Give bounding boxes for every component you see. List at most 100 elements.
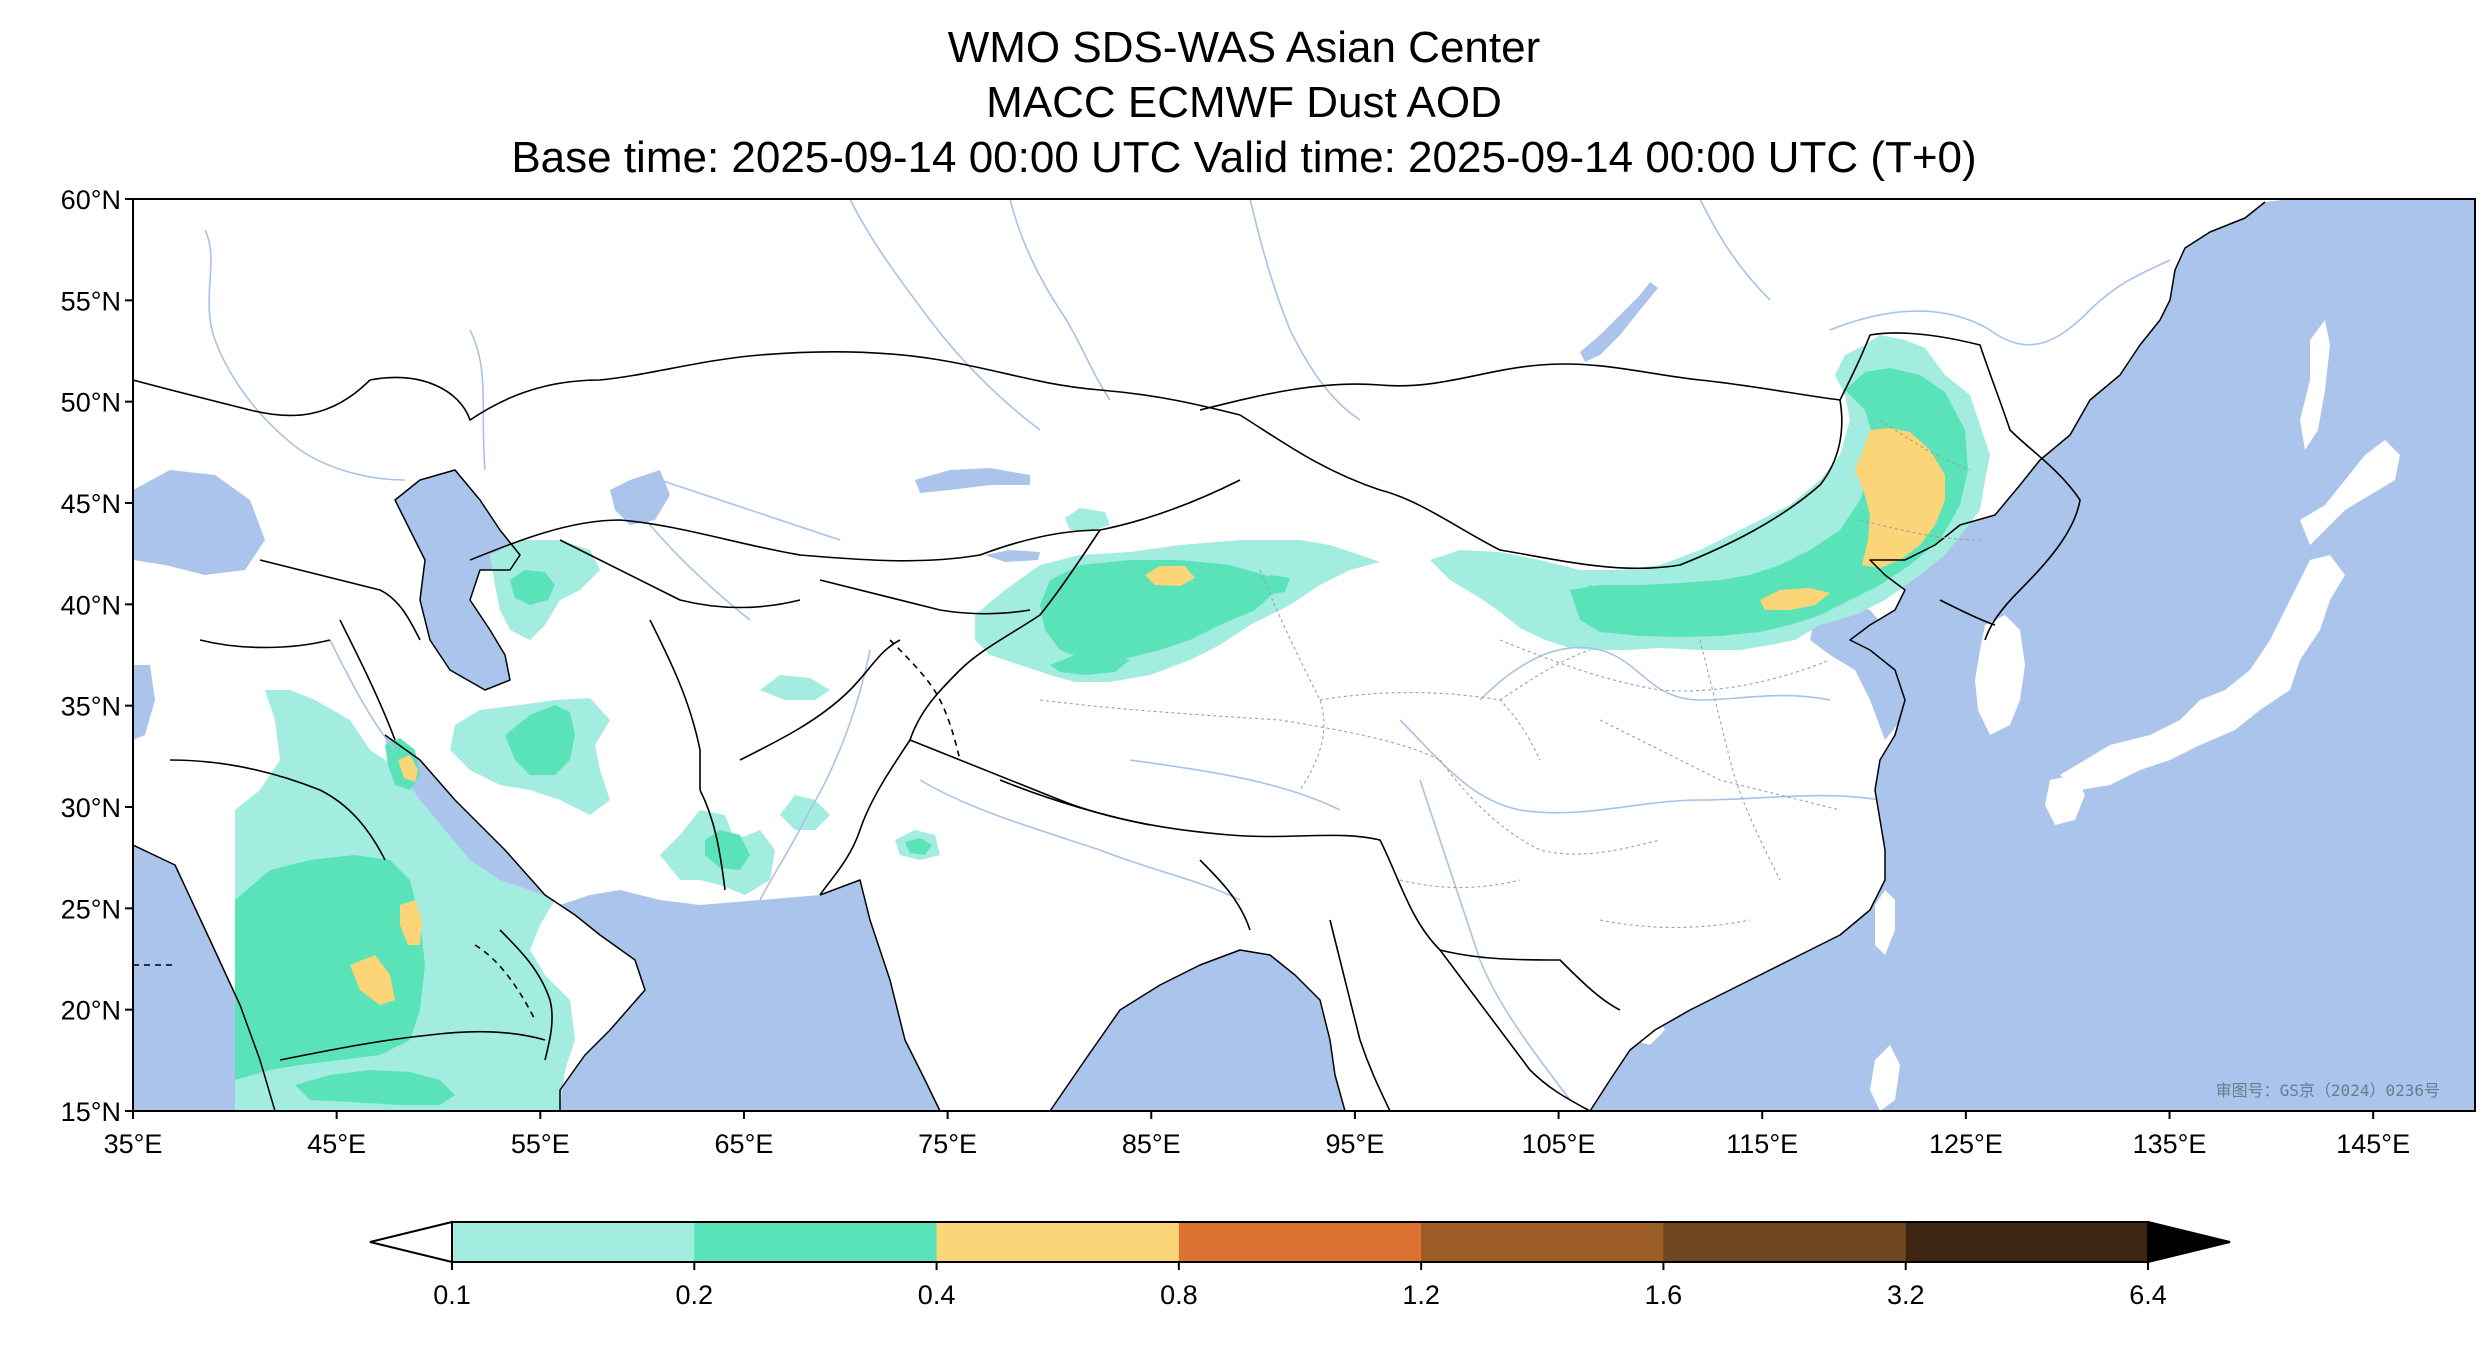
border-caucasus (259, 559, 421, 641)
river-nile (149, 899, 176, 1051)
country-borders (133, 332, 2081, 1111)
disputed-border-kashmir (889, 639, 961, 761)
philippines-luzon (1870, 1045, 1900, 1111)
colorbar-tick-label: 0.4 (918, 1280, 956, 1310)
border-laos-vietnam (1439, 949, 1591, 1111)
border-india-nepal (999, 779, 1151, 826)
dust-level-1-thar (780, 795, 830, 830)
aral-sea (610, 470, 670, 525)
dust-level-2-pakistan (705, 830, 750, 870)
disputed-borders (133, 639, 961, 1021)
title-line-2: MACC ECMWF Dust AOD (986, 78, 1502, 127)
x-tick-label: 125°E (1929, 1129, 2003, 1159)
border-turkey-syria (199, 639, 331, 649)
border-iran-afghanistan (649, 619, 701, 790)
river-indus (759, 649, 871, 901)
river-tigris (329, 639, 396, 751)
x-tick-label: 115°E (1726, 1129, 1798, 1159)
sea-of-japan (2020, 510, 2170, 680)
dust-level-3 (350, 428, 1945, 1005)
border-uzbekistan (559, 539, 801, 609)
colorbar-segment (1905, 1222, 2149, 1262)
coast-caspian (394, 469, 521, 691)
x-tick-label: 45°E (307, 1129, 366, 1159)
river-amur (1829, 259, 2171, 346)
x-tick-label: 55°E (511, 1129, 570, 1159)
map-frame (132, 198, 2476, 1112)
province-border-guangdong (1599, 919, 1751, 929)
coast-east-asia (1589, 201, 2266, 1111)
japan-honshu (2060, 555, 2345, 790)
border-myanmar-thailand (1329, 919, 1391, 1111)
japan-kyushu (2045, 775, 2085, 825)
colorbar: 0.1 0.2 0.4 0.8 1.2 1.6 3.2 6.4 (369, 1220, 2231, 1310)
x-tick-label: 75°E (918, 1129, 977, 1159)
coast-red-sea (133, 844, 276, 1111)
disputed-border-saudi-oman (474, 944, 536, 1021)
longitude-axis: 35°E 45°E 55°E 65°E 75°E 85°E 95°E 105°E 115°E 12… (104, 1111, 2410, 1159)
y-tick-label: 15°N (61, 1097, 121, 1127)
y-tick-label: 25°N (61, 894, 121, 924)
y-tick-label: 45°N (61, 489, 121, 519)
dust-level-2-taklamakan-east (1250, 575, 1290, 595)
dust-level-3-arabia-south (350, 955, 395, 1005)
province-border-yunnan (1399, 879, 1521, 889)
border-kazakhstan-south (469, 479, 1241, 562)
dust-level-2-arabia-south (295, 1070, 455, 1105)
colorbar-segment (1663, 1222, 1907, 1262)
korea (1975, 615, 2025, 735)
x-tick-label: 35°E (104, 1129, 163, 1159)
border-mongolia-china (1239, 399, 1843, 570)
title-line-1: WMO SDS-WAS Asian Center (947, 23, 1541, 72)
dust-level-3-arabia (400, 900, 422, 945)
y-tick-label: 60°N (61, 185, 121, 215)
dust-level-3-taklamakan (1145, 566, 1195, 586)
dust-level-3-gobi (1760, 588, 1830, 610)
river-mekong (1419, 779, 1571, 1101)
river-syr-darya (659, 479, 841, 541)
dust-level-3-iraq (398, 755, 418, 782)
border-russia-china-ne (1839, 332, 2081, 641)
taiwan (1875, 890, 1895, 955)
colorbar-extend-max (2147, 1220, 2231, 1264)
river-ural (469, 329, 486, 471)
sri-lanka (1000, 1100, 1012, 1111)
sakhalin (2300, 320, 2330, 450)
river-irtysh (849, 199, 1041, 431)
yellow-sea (1810, 600, 1910, 740)
lake-balkhash (915, 468, 1030, 493)
colorbar-segment (936, 1222, 1180, 1262)
colorbar-segment (452, 1222, 695, 1262)
black-sea (133, 470, 265, 575)
river-ob (1009, 199, 1111, 401)
border-saudi-north (169, 759, 386, 861)
river-ganges (919, 779, 1241, 901)
y-tick-label: 30°N (61, 793, 121, 823)
lake-baikal (1580, 282, 1658, 362)
persian-gulf (385, 735, 545, 910)
dust-level-2-iran (505, 705, 575, 775)
colorbar-outline (452, 1221, 2148, 1263)
y-tick-label: 35°N (61, 692, 121, 722)
x-tick-label: 95°E (1325, 1129, 1384, 1159)
colorbar-segment (1178, 1222, 1422, 1262)
province-border-jilin (1859, 519, 1981, 541)
hainan (1630, 1012, 1665, 1045)
border-russia-europe (133, 379, 371, 417)
dust-level-2-gobi (1570, 368, 1968, 637)
lake-issyk-kul (985, 550, 1040, 562)
river-yenisei (1249, 199, 1361, 421)
border-china-west (909, 529, 1101, 741)
colorbar-segment (1421, 1222, 1664, 1262)
border-iran-iraq (339, 619, 396, 741)
border-russia-kazakhstan (369, 350, 1241, 421)
river-amu-darya (629, 499, 751, 621)
province-border-inner-mongolia (1499, 639, 1831, 692)
dust-level-2-india (905, 838, 932, 855)
colorbar-tick-label: 0.8 (1160, 1280, 1198, 1310)
colorbar-tick-label: 0.1 (433, 1280, 471, 1310)
coastlines (133, 201, 2266, 1111)
river-lena (1699, 199, 1771, 301)
coast-india (819, 879, 941, 1111)
dust-level-2 (235, 368, 1968, 1105)
